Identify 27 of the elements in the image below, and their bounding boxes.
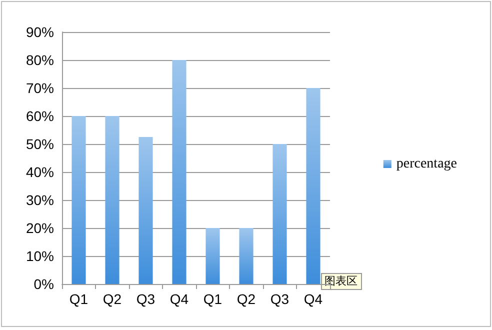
x-tick-label: Q4 <box>170 291 189 307</box>
bar <box>138 137 153 284</box>
y-tick-label: 90% <box>26 24 54 40</box>
bar <box>206 228 220 284</box>
y-tick-label: 10% <box>26 248 54 264</box>
x-tick-label: Q2 <box>102 291 122 307</box>
y-tick-label: 60% <box>26 108 54 124</box>
x-tick-label: Q3 <box>270 291 290 307</box>
x-tick-label: Q1 <box>69 291 88 307</box>
x-tick-label: Q3 <box>136 291 156 307</box>
bar <box>306 88 320 284</box>
bar <box>105 116 120 284</box>
bar <box>72 116 86 284</box>
y-tick-label: 70% <box>26 80 54 96</box>
y-tick-label: 40% <box>26 164 54 180</box>
x-tick-label: Q1 <box>203 291 222 307</box>
y-tick-label: 50% <box>26 136 54 152</box>
y-tick-label: 20% <box>26 220 54 236</box>
bar <box>272 144 287 284</box>
legend-label: percentage <box>396 156 458 172</box>
y-tick-label: 30% <box>26 192 54 208</box>
bar <box>239 228 254 284</box>
x-tick-label: Q2 <box>236 291 256 307</box>
y-tick-label: 0% <box>34 276 54 292</box>
bar <box>172 60 186 284</box>
y-tick-label: 80% <box>26 52 54 68</box>
x-tick-label: Q4 <box>304 291 323 307</box>
